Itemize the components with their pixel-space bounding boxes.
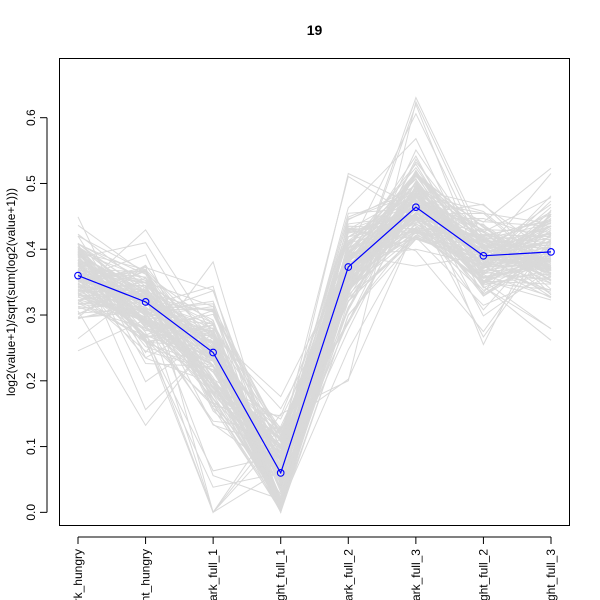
background-series (77, 96, 552, 514)
y-tick-label: 0.0 (24, 504, 38, 521)
chart-title: 19 (307, 22, 323, 38)
x-tick-label: dark_full_3 (409, 549, 423, 600)
data-point (479, 251, 488, 260)
x-axis: dark_hungry light_hungry dark_full_1 light_… (71, 536, 558, 600)
background-line (77, 211, 552, 469)
background-line (77, 211, 552, 511)
x-tick-label: light_full_2 (476, 549, 490, 600)
data-point (209, 348, 217, 357)
background-line (77, 222, 552, 513)
y-axis-label: log2(value+1)/sqrt(sum(log2(value+1))) (4, 188, 18, 396)
plot-area (59, 58, 570, 526)
x-tick-label: dark_full_1 (206, 549, 220, 600)
background-line (77, 170, 552, 502)
highlight-series (74, 203, 555, 477)
x-tick-label: dark_hungry (71, 549, 85, 600)
y-axis: 0.0 0.1 0.2 0.3 0.4 0.5 0.6 (24, 109, 48, 521)
background-line (77, 174, 552, 467)
background-line (77, 172, 552, 472)
y-tick-label: 0.6 (24, 109, 38, 126)
background-line (77, 201, 552, 442)
data-point (141, 298, 150, 306)
data-point (547, 248, 555, 256)
background-line (77, 137, 552, 454)
background-line (77, 196, 552, 503)
x-tick-label: dark_full_2 (341, 549, 355, 600)
y-tick-label: 0.4 (24, 241, 38, 258)
x-tick-label: light_hungry (139, 549, 153, 600)
data-point (412, 203, 420, 212)
x-tick-label: light_full_3 (544, 549, 558, 600)
background-line (77, 190, 552, 461)
data-point (276, 469, 285, 477)
y-tick-label: 0.3 (24, 306, 38, 323)
y-tick-label: 0.5 (24, 175, 38, 192)
highlight-line (77, 206, 552, 475)
background-line (77, 188, 552, 464)
data-point (74, 271, 82, 280)
background-line (77, 203, 552, 503)
y-tick-label: 0.1 (24, 438, 38, 455)
y-tick-label: 0.2 (24, 372, 38, 389)
data-point (344, 263, 353, 271)
background-line (77, 167, 552, 511)
x-tick-label: light_full_1 (274, 549, 288, 600)
background-line (77, 209, 552, 511)
